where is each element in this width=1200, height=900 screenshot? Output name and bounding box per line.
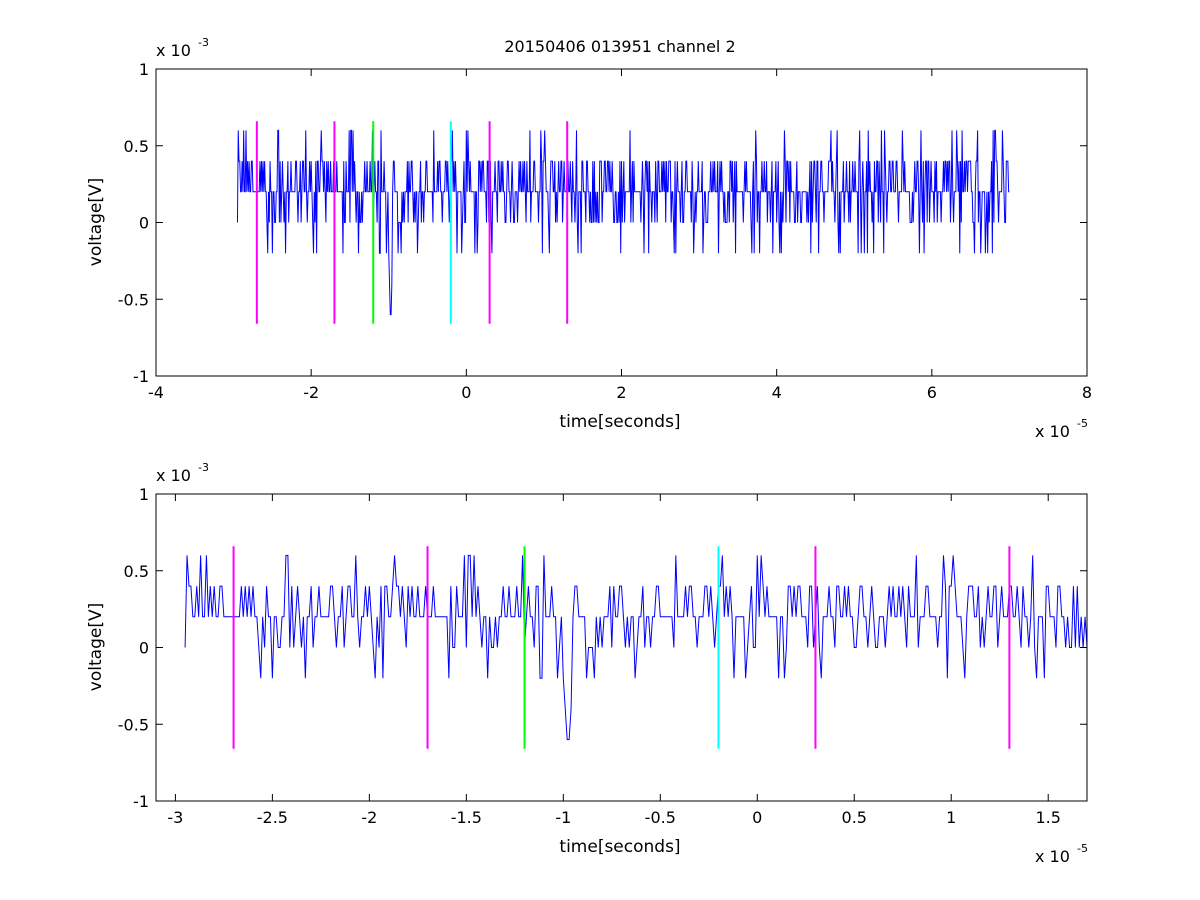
x-tick-label: 2 — [616, 383, 626, 402]
top-x-exponent-power: -5 — [1077, 417, 1088, 430]
x-tick-label: 0 — [752, 808, 762, 827]
bottom-plot-signal — [184, 554, 1088, 741]
x-tick-label: 8 — [1082, 383, 1092, 402]
y-tick-label: 0.5 — [124, 562, 149, 581]
x-tick-label: -3 — [167, 808, 183, 827]
y-tick-label: 1 — [139, 485, 149, 504]
bottom-plot-ticks: -3 -2.5 -2 -1.5 -1 -0.5 0 0.5 1 1.5 -1 -0.5 0 0.5 1 — [118, 485, 1087, 827]
bottom-y-exponent: x 10 -3 — [156, 461, 209, 485]
y-tick-label: -1 — [133, 367, 149, 386]
top-plot-axes-box — [155, 68, 1088, 377]
x-tick-label: -4 — [148, 383, 164, 402]
y-tick-label: -0.5 — [118, 715, 149, 734]
top-x-axis-label: time[seconds] — [559, 412, 680, 432]
top-y-axis-label: voltage[V] — [86, 178, 106, 266]
bottom-y-exponent-base: x 10 — [156, 466, 191, 485]
bottom-plot-axes-box — [155, 493, 1088, 802]
bottom-x-exponent-power: -5 — [1077, 842, 1088, 855]
top-x-exponent-base: x 10 — [1035, 422, 1070, 441]
x-tick-label: 1.5 — [1035, 808, 1060, 827]
x-tick-label: 0.5 — [842, 808, 867, 827]
bottom-panel: -3 -2.5 -2 -1.5 -1 -0.5 0 0.5 1 1.5 -1 -0.5 0 0.5 1 ti… — [86, 461, 1088, 866]
chart-title: 20150406 013951 channel 2 — [504, 37, 735, 56]
bottom-x-exponent-base: x 10 — [1035, 847, 1070, 866]
signal-line — [184, 554, 1088, 741]
y-tick-label: -0.5 — [118, 290, 149, 309]
top-y-exponent-power: -3 — [198, 36, 209, 49]
top-panel: 20150406 013951 channel 2 -4 -2 0 2 4 6 8 -1 -0.… — [86, 36, 1092, 441]
bottom-plot-markers — [232, 546, 1011, 749]
bottom-y-exponent-power: -3 — [198, 461, 209, 474]
x-tick-label: -2 — [361, 808, 377, 827]
y-tick-label: 0.5 — [124, 137, 149, 156]
x-tick-label: -0.5 — [645, 808, 676, 827]
signal-line — [236, 129, 1010, 316]
y-tick-label: -1 — [133, 792, 149, 811]
x-tick-label: 0 — [461, 383, 471, 402]
y-tick-label: 0 — [139, 214, 149, 233]
top-y-exponent-base: x 10 — [156, 41, 191, 60]
y-tick-label: 0 — [139, 639, 149, 658]
top-plot-ticks: -4 -2 0 2 4 6 8 -1 -0.5 0 0.5 1 — [118, 60, 1092, 402]
x-tick-label: -1.5 — [451, 808, 482, 827]
x-tick-label: -2 — [303, 383, 319, 402]
x-tick-label: 4 — [772, 383, 782, 402]
top-plot-markers — [255, 121, 569, 324]
top-y-exponent: x 10 -3 — [156, 36, 209, 60]
x-tick-label: 6 — [927, 383, 937, 402]
bottom-y-axis-label: voltage[V] — [86, 603, 106, 691]
bottom-x-exponent: x 10 -5 — [1035, 842, 1088, 866]
x-tick-label: -2.5 — [257, 808, 288, 827]
top-plot-signal — [236, 129, 1010, 316]
x-tick-label: 1 — [946, 808, 956, 827]
x-tick-label: -1 — [555, 808, 571, 827]
bottom-x-axis-label: time[seconds] — [559, 837, 680, 857]
top-x-exponent: x 10 -5 — [1035, 417, 1088, 441]
y-tick-label: 1 — [139, 60, 149, 79]
